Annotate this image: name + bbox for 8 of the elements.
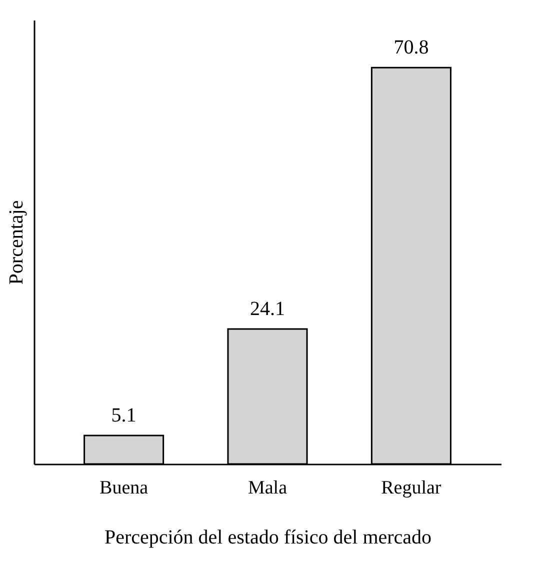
y-axis-title: Porcentaje <box>6 200 28 285</box>
data-label: 70.8 <box>394 36 429 59</box>
x-tick-label: Buena <box>100 478 149 498</box>
data-label: 24.1 <box>250 298 285 320</box>
x-tick-label: Mala <box>248 478 288 498</box>
x-tick-label: Regular <box>381 478 442 498</box>
x-axis-title: Percepción del estado físico del mercado <box>104 526 432 548</box>
data-label: 5.1 <box>111 404 136 426</box>
